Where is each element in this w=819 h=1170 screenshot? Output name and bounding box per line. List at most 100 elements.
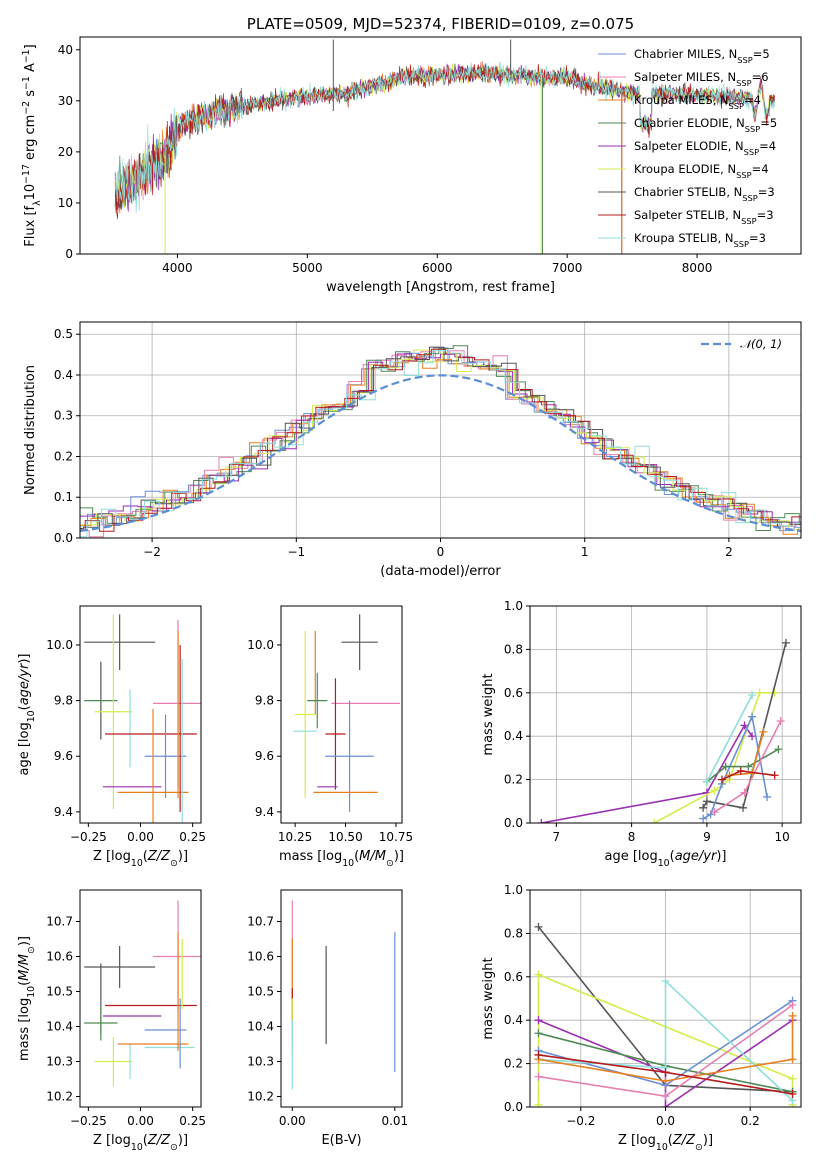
weight-marker	[770, 771, 779, 780]
x-tick-label: 6000	[422, 261, 453, 275]
y-tick-label: 0.3	[54, 409, 73, 423]
y-tick-label: 10.7	[46, 915, 73, 929]
x-tick-label: 8	[628, 830, 636, 844]
y-tick-label: 1.0	[504, 599, 523, 613]
weight-marker	[710, 808, 719, 817]
histogram-salpeter_stelib	[80, 348, 801, 532]
legend-entry: Chabrier STELIB, NSSP=3	[634, 185, 775, 203]
y-tick-label: 10.3	[247, 1055, 274, 1069]
weight-marker	[661, 1076, 670, 1085]
y-tick-label: 0.5	[54, 327, 73, 341]
weight-marker	[788, 1089, 797, 1098]
mass_vs_ebv-frame: 0.00 0.01 10.2 10.3 10.4 10.5 10.6 10.7 E(B-V)	[247, 889, 408, 1148]
spectrum-title: PLATE=0509, MJD=52374, FIBERID=0109, z=0…	[247, 15, 634, 33]
spectrum-line-kroupa_stelib	[114, 61, 775, 213]
x-tick-label: 0.01	[381, 1114, 408, 1128]
errorbar-point	[325, 678, 346, 790]
x-tick-label: 0.0	[656, 1114, 675, 1128]
y-tick-label: 9.6	[255, 749, 274, 763]
age_vs_Z-frame: −0.25 0.00 0.25 9.4 9.6 9.8 10.0 Z [log10(Z/Z⊙)…	[17, 605, 206, 869]
weight-marker	[534, 1100, 543, 1107]
weight-marker	[534, 1016, 543, 1025]
x-tick-label: −0.25	[70, 1114, 107, 1128]
weight-marker	[710, 786, 719, 795]
mass_vs_ebv-marks	[291, 900, 396, 1090]
weight-marker	[774, 745, 783, 754]
x-tick-label: 0.25	[179, 830, 206, 844]
plot-frame	[79, 36, 802, 255]
plot-frame	[529, 605, 802, 824]
weight-marker	[702, 777, 711, 786]
weight-marker	[534, 1050, 543, 1059]
y-tick-label: 0.2	[504, 773, 523, 787]
errorbar-point	[144, 714, 187, 798]
weight-marker	[788, 1011, 797, 1020]
y-tick-label: 0.1	[54, 490, 73, 504]
errorbar-point	[84, 946, 156, 988]
errorbar-point	[117, 708, 189, 823]
residuals-x-axis-label: (data-model)/error	[380, 564, 501, 579]
y-tick-label: 0.6	[504, 970, 523, 984]
y-tick-label: 10.4	[46, 1020, 73, 1034]
y-tick-label: 30	[58, 94, 73, 108]
histogram-chabrier_stelib	[80, 346, 801, 529]
weight-marker	[661, 1092, 670, 1101]
y-tick-label: 0.8	[504, 926, 523, 940]
weight-marker	[650, 819, 659, 823]
weight-marker	[763, 792, 772, 801]
y-tick-label: 9.4	[255, 805, 274, 819]
weight-marker	[776, 717, 785, 726]
y-tick-label: 9.8	[54, 694, 73, 708]
weight_vs_Z-x-axis-label: Z [log10(Z/Z⊙)]	[618, 1133, 713, 1153]
legend-entry: Kroupa STELIB, NSSP=3	[634, 231, 766, 249]
weight-marker	[702, 797, 711, 806]
x-tick-label: −2	[143, 545, 161, 559]
x-tick-label: −1	[287, 545, 305, 559]
weight-marker	[736, 766, 745, 775]
y-tick-label: 10.5	[247, 985, 274, 999]
mass_vs_Z-marks	[84, 900, 201, 1086]
mass_vs_ebv-x-axis-label: E(B-V)	[321, 1133, 361, 1148]
y-tick-label: 10.5	[46, 985, 73, 999]
weight-marker	[534, 970, 543, 979]
spectrum-marks	[114, 39, 775, 254]
errorbar-point	[341, 614, 378, 670]
weight_vs_Z-frame: −0.2 0.0 0.2 0.0 0.2 0.4 0.6 0.8 1.0 Z [log10(Z/Z…	[481, 883, 802, 1153]
age_vs_Z-marks	[84, 614, 201, 823]
weight_vs_Z-y-axis-label: mass weight	[481, 957, 496, 1039]
x-tick-label: 0.00	[279, 1114, 306, 1128]
weight-line-salpeter_elodie	[538, 1019, 793, 1107]
weight_vs_age-x-axis-label: age [log10(age/yr)]	[604, 849, 726, 869]
mass_vs_Z-y-axis-label: mass [log10(M/M⊙)]	[17, 936, 37, 1061]
spectrum-x-axis-label: wavelength [Angstrom, rest frame]	[326, 280, 555, 295]
weight_vs_age-marks	[537, 638, 790, 823]
y-tick-label: 10.6	[247, 950, 274, 964]
y-tick-label: 40	[58, 43, 73, 57]
weight-marker	[661, 1068, 670, 1077]
y-tick-label: 0.0	[504, 1100, 523, 1114]
legend-entry: Kroupa MILES, NSSP=4	[634, 93, 761, 111]
x-tick-label: 0.2	[741, 1114, 760, 1128]
y-tick-label: 0.0	[504, 816, 523, 830]
weight-marker	[721, 762, 730, 771]
y-tick-label: 9.6	[54, 749, 73, 763]
weight-marker	[788, 1001, 797, 1010]
histogram-chabrier_miles	[80, 347, 801, 532]
y-tick-label: 10.0	[247, 638, 274, 652]
y-tick-label: 0	[65, 247, 73, 261]
age_vs_mass-x-axis-label: mass [log10(M/M⊙)]	[279, 849, 404, 869]
legend-entry: Kroupa ELODIE, NSSP=4	[634, 162, 769, 180]
y-tick-label: 10.3	[46, 1055, 73, 1069]
plot-frame	[280, 605, 403, 824]
weight-marker	[781, 638, 790, 647]
errorbar-point	[94, 614, 133, 810]
y-tick-label: 10.2	[247, 1090, 274, 1104]
weight-marker	[661, 1103, 670, 1107]
plot-frame	[280, 889, 403, 1108]
errorbar-point	[307, 672, 328, 729]
y-tick-label: 0.2	[504, 1057, 523, 1071]
plot-frame	[79, 889, 202, 1108]
x-tick-label: 10.75	[379, 830, 413, 844]
weight-marker	[788, 1055, 797, 1064]
legend-entry: Chabrier MILES, NSSP=5	[634, 47, 770, 65]
